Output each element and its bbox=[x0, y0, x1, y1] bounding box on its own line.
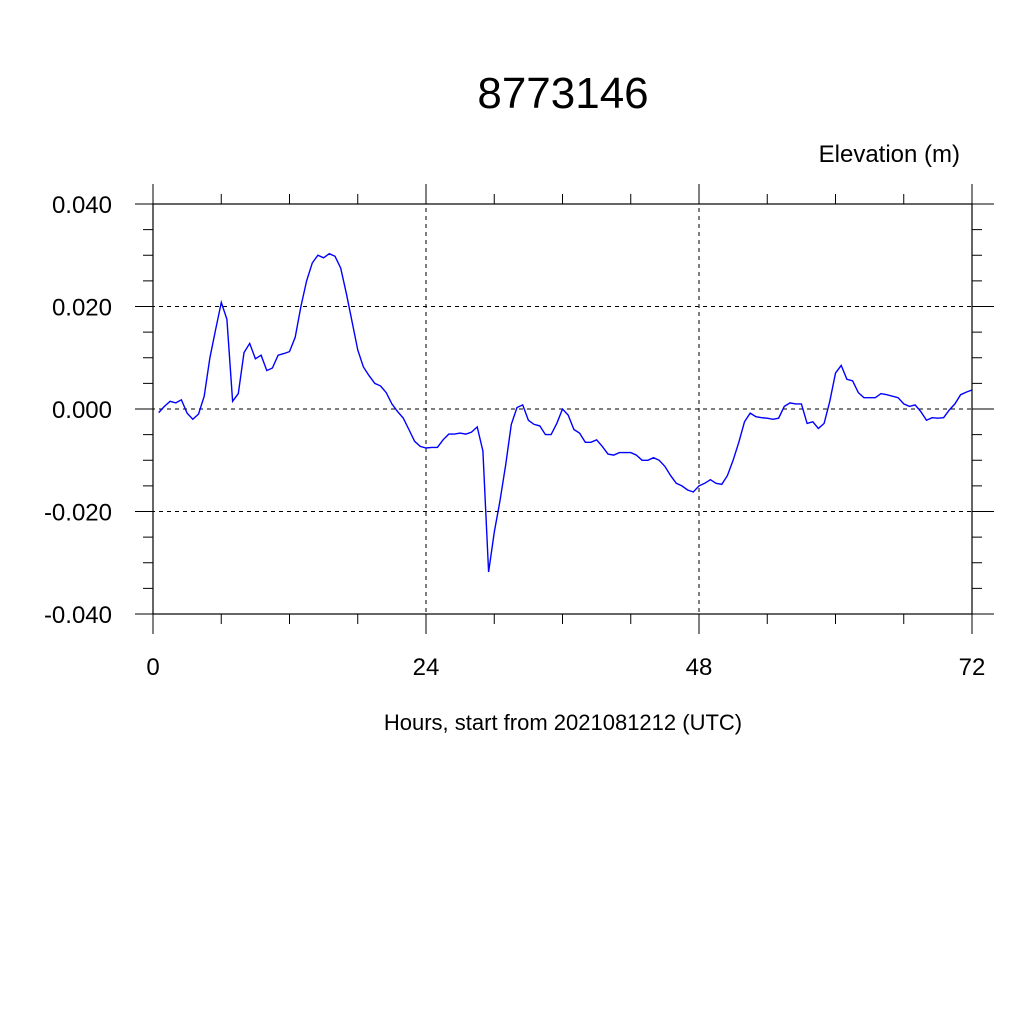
x-tick-label: 24 bbox=[413, 654, 440, 681]
x-tick-label: 48 bbox=[686, 654, 713, 681]
x-axis-label: Hours, start from 2021081212 (UTC) bbox=[384, 710, 742, 735]
tick-labels: -0.040 -0.020 0.000 0.020 0.040 0 24 48 72 bbox=[44, 192, 985, 681]
y-tick-label: 0.040 bbox=[52, 192, 112, 219]
chart-title: 8773146 bbox=[477, 69, 648, 118]
y-tick-label: -0.040 bbox=[44, 602, 112, 629]
x-tick-label: 72 bbox=[959, 654, 986, 681]
elevation-series-line bbox=[158, 252, 973, 573]
grid-lines bbox=[135, 184, 994, 634]
x-tick-label: 0 bbox=[146, 654, 159, 681]
y-tick-label: -0.020 bbox=[44, 500, 112, 527]
series-layer bbox=[158, 252, 973, 573]
y-tick-label: 0.020 bbox=[52, 295, 112, 322]
plot-frame bbox=[152, 203, 973, 615]
y-axis-label: Elevation (m) bbox=[819, 141, 960, 168]
axis-ticks bbox=[135, 184, 994, 634]
y-tick-label: 0.000 bbox=[52, 397, 112, 424]
